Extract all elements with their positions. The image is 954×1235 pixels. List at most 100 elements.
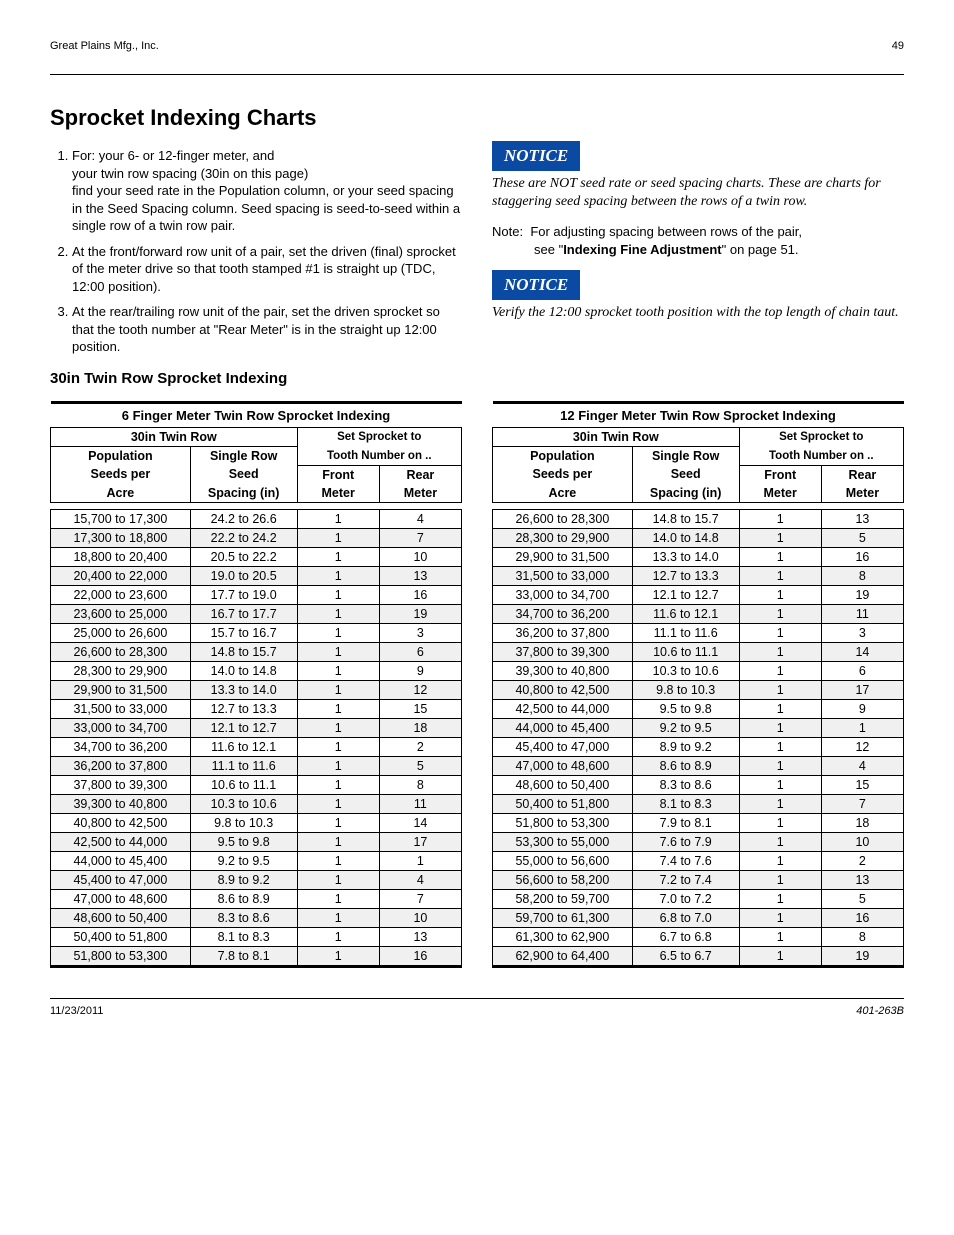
table-cell: 1 [297, 851, 379, 870]
h-seed: Seed [190, 465, 297, 484]
table-cell: 1 [297, 642, 379, 661]
h-acre: Acre [51, 484, 191, 503]
table6-title: 6 Finger Meter Twin Row Sprocket Indexin… [51, 403, 462, 428]
table-cell: 1 [297, 946, 379, 966]
note-line1: For adjusting spacing between rows of th… [530, 224, 802, 239]
table-cell: 14.0 to 14.8 [632, 528, 739, 547]
table-cell: 48,600 to 50,400 [51, 908, 191, 927]
page-number: 49 [892, 40, 904, 52]
table-row: 15,700 to 17,30024.2 to 26.614 [51, 509, 462, 528]
h-meter1: Meter [739, 484, 821, 503]
table-row: 62,900 to 64,4006.5 to 6.7119 [493, 946, 904, 966]
table6-sub2-a: Set Sprocket to [297, 428, 461, 447]
table-cell: 42,500 to 44,000 [51, 832, 191, 851]
table-cell: 1 [739, 604, 821, 623]
table-row: 58,200 to 59,7007.0 to 7.215 [493, 889, 904, 908]
table-cell: 23,600 to 25,000 [51, 604, 191, 623]
table-cell: 2 [821, 851, 903, 870]
table-row: 53,300 to 55,0007.6 to 7.9110 [493, 832, 904, 851]
table-cell: 9.8 to 10.3 [632, 680, 739, 699]
table-row: 56,600 to 58,2007.2 to 7.4113 [493, 870, 904, 889]
notice-text-2: Verify the 12:00 sprocket tooth position… [492, 304, 904, 322]
table-cell: 8 [821, 566, 903, 585]
table-row: 50,400 to 51,8008.1 to 8.3113 [51, 927, 462, 946]
table-cell: 13 [379, 566, 461, 585]
table-cell: 16 [379, 585, 461, 604]
table-cell: 1 [297, 699, 379, 718]
table-cell: 5 [821, 889, 903, 908]
table-cell: 14.8 to 15.7 [632, 509, 739, 528]
table-row: 20,400 to 22,00019.0 to 20.5113 [51, 566, 462, 585]
table-cell: 19 [821, 585, 903, 604]
table-row: 47,000 to 48,6008.6 to 8.914 [493, 756, 904, 775]
table-cell: 5 [821, 528, 903, 547]
table-cell: 7 [379, 528, 461, 547]
table-cell: 13.3 to 14.0 [190, 680, 297, 699]
table-cell: 9.5 to 9.8 [190, 832, 297, 851]
page-header: Great Plains Mfg., Inc. 49 [50, 40, 904, 75]
table-cell: 14.8 to 15.7 [190, 642, 297, 661]
table-cell: 1 [739, 718, 821, 737]
table-cell: 7 [379, 889, 461, 908]
table-cell: 1 [297, 566, 379, 585]
table-row: 61,300 to 62,9006.7 to 6.818 [493, 927, 904, 946]
table-cell: 13.3 to 14.0 [632, 547, 739, 566]
table6-body: 15,700 to 17,30024.2 to 26.61417,300 to … [51, 502, 462, 966]
table-cell: 8.3 to 8.6 [190, 908, 297, 927]
table-cell: 26,600 to 28,300 [493, 509, 633, 528]
table12-title: 12 Finger Meter Twin Row Sprocket Indexi… [493, 403, 904, 428]
table-cell: 1 [739, 870, 821, 889]
table-row: 39,300 to 40,80010.3 to 10.6111 [51, 794, 462, 813]
page-footer: 11/23/2011 401-263B [50, 998, 904, 1017]
h-meter2: Meter [379, 484, 461, 503]
table-cell: 37,800 to 39,300 [51, 775, 191, 794]
table-cell: 20.5 to 22.2 [190, 547, 297, 566]
table-cell: 1 [297, 756, 379, 775]
table-cell: 1 [739, 661, 821, 680]
table-cell: 31,500 to 33,000 [51, 699, 191, 718]
table-12-finger: 12 Finger Meter Twin Row Sprocket Indexi… [492, 401, 904, 968]
table-cell: 17.7 to 19.0 [190, 585, 297, 604]
note-block: Note: For adjusting spacing between rows… [492, 223, 904, 258]
table-cell: 39,300 to 40,800 [493, 661, 633, 680]
table-cell: 42,500 to 44,000 [493, 699, 633, 718]
h-population: Population [51, 447, 191, 466]
table-cell: 8 [821, 927, 903, 946]
table12-sub2-b: Tooth Number on .. [739, 447, 903, 466]
h-rear: Rear [379, 465, 461, 484]
h-front: Front [739, 465, 821, 484]
table-cell: 56,600 to 58,200 [493, 870, 633, 889]
table-cell: 59,700 to 61,300 [493, 908, 633, 927]
instruction-2: At the front/forward row unit of a pair,… [72, 243, 462, 296]
table-cell: 15 [379, 699, 461, 718]
table-cell: 40,800 to 42,500 [493, 680, 633, 699]
table-row: 59,700 to 61,3006.8 to 7.0116 [493, 908, 904, 927]
table-cell: 8 [379, 775, 461, 794]
table-row: 47,000 to 48,6008.6 to 8.917 [51, 889, 462, 908]
table-row: 28,300 to 29,90014.0 to 14.819 [51, 661, 462, 680]
table-cell: 1 [739, 756, 821, 775]
table-cell: 11.1 to 11.6 [190, 756, 297, 775]
table-cell: 1 [297, 908, 379, 927]
table-cell: 3 [821, 623, 903, 642]
notice-badge-1: NOTICE [492, 141, 580, 171]
table-row: 25,000 to 26,60015.7 to 16.713 [51, 623, 462, 642]
table-cell: 8.1 to 8.3 [190, 927, 297, 946]
table-cell: 1 [739, 566, 821, 585]
table-cell: 1 [297, 775, 379, 794]
table-row: 45,400 to 47,0008.9 to 9.214 [51, 870, 462, 889]
table-cell: 1 [297, 889, 379, 908]
table-cell: 1 [297, 737, 379, 756]
table-cell: 7.4 to 7.6 [632, 851, 739, 870]
table-row: 31,500 to 33,00012.7 to 13.3115 [51, 699, 462, 718]
note-line2-post: " on page 51. [722, 242, 799, 257]
table-cell: 26,600 to 28,300 [51, 642, 191, 661]
table-cell: 1 [739, 737, 821, 756]
note-bold: Indexing Fine Adjustment [563, 242, 721, 257]
table-cell: 8.3 to 8.6 [632, 775, 739, 794]
table-cell: 1 [297, 661, 379, 680]
table-cell: 44,000 to 45,400 [493, 718, 633, 737]
table-row: 37,800 to 39,30010.6 to 11.118 [51, 775, 462, 794]
table-cell: 4 [379, 509, 461, 528]
table-cell: 22.2 to 24.2 [190, 528, 297, 547]
